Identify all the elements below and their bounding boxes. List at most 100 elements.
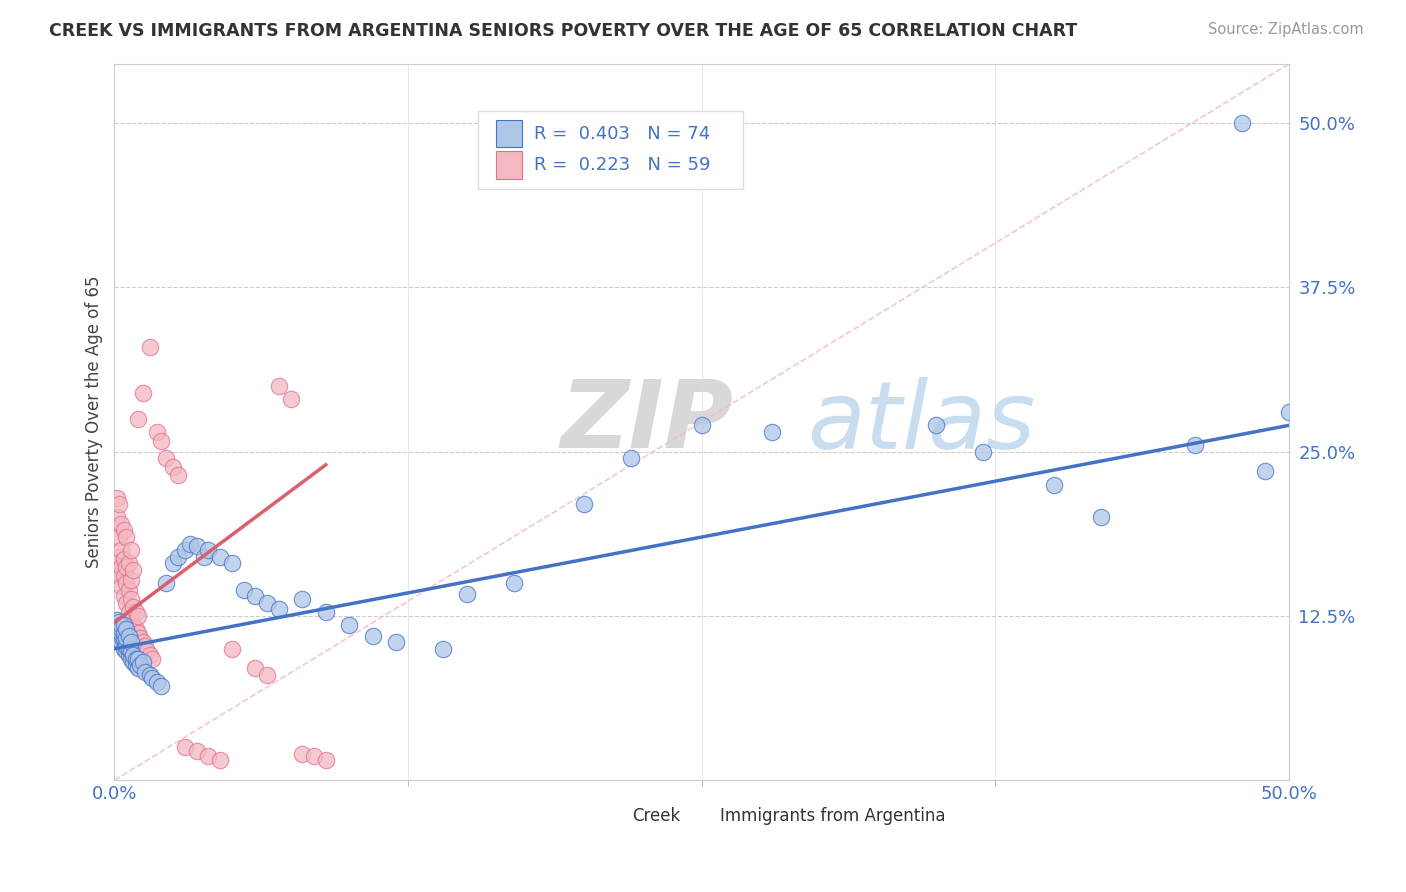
Point xyxy=(124,622,146,636)
Text: R =  0.223   N = 59: R = 0.223 N = 59 xyxy=(534,156,710,174)
Text: CREEK VS IMMIGRANTS FROM ARGENTINA SENIORS POVERTY OVER THE AGE OF 65 CORRELATIO: CREEK VS IMMIGRANTS FROM ARGENTINA SENIO… xyxy=(49,22,1077,40)
Point xyxy=(115,596,138,610)
Point xyxy=(131,655,153,669)
Point xyxy=(127,661,149,675)
Point xyxy=(315,605,337,619)
Point xyxy=(221,641,243,656)
Point xyxy=(620,451,643,466)
Point xyxy=(337,618,360,632)
Point xyxy=(197,749,219,764)
Point xyxy=(572,497,595,511)
Point xyxy=(385,635,408,649)
Point xyxy=(138,340,160,354)
Text: atlas: atlas xyxy=(807,376,1036,467)
Point xyxy=(256,668,278,682)
Point xyxy=(120,574,142,588)
Point xyxy=(502,576,524,591)
Point xyxy=(145,674,167,689)
Point xyxy=(115,632,138,646)
Point xyxy=(108,626,131,640)
Point xyxy=(110,618,132,632)
Point xyxy=(117,629,139,643)
Point xyxy=(120,652,142,666)
Point xyxy=(221,557,243,571)
Point xyxy=(155,451,177,466)
Point xyxy=(115,639,138,653)
Point xyxy=(136,644,159,658)
Point xyxy=(108,549,131,564)
Text: Creek: Creek xyxy=(633,807,681,825)
FancyBboxPatch shape xyxy=(496,120,522,147)
FancyBboxPatch shape xyxy=(496,152,522,178)
Point xyxy=(166,468,188,483)
Point xyxy=(105,618,128,632)
Point xyxy=(972,444,994,458)
Point xyxy=(117,605,139,619)
Point xyxy=(1230,116,1253,130)
Point xyxy=(302,749,325,764)
Point xyxy=(432,641,454,656)
Point xyxy=(120,635,142,649)
Point xyxy=(108,530,131,544)
Point xyxy=(112,569,135,583)
Point xyxy=(141,671,163,685)
Point xyxy=(122,648,145,663)
Point xyxy=(112,552,135,566)
Point xyxy=(108,569,131,583)
Point xyxy=(110,579,132,593)
Text: Source: ZipAtlas.com: Source: ZipAtlas.com xyxy=(1208,22,1364,37)
Point xyxy=(110,560,132,574)
Y-axis label: Seniors Poverty Over the Age of 65: Seniors Poverty Over the Age of 65 xyxy=(86,276,103,568)
Point xyxy=(110,516,132,531)
Point xyxy=(245,661,267,675)
Point xyxy=(162,557,184,571)
Point xyxy=(162,460,184,475)
Point xyxy=(138,648,160,663)
Point xyxy=(141,652,163,666)
Point xyxy=(120,543,142,558)
Point xyxy=(925,418,948,433)
Point xyxy=(150,679,173,693)
Point xyxy=(112,632,135,646)
Point xyxy=(112,641,135,656)
FancyBboxPatch shape xyxy=(602,805,623,827)
Point xyxy=(115,622,138,636)
Point xyxy=(173,543,195,558)
Point xyxy=(108,632,131,646)
Point xyxy=(110,635,132,649)
Point xyxy=(1043,477,1066,491)
Point xyxy=(127,652,149,666)
Point xyxy=(361,629,384,643)
Point xyxy=(124,657,146,672)
Point xyxy=(115,560,138,574)
Point xyxy=(291,747,314,761)
Point xyxy=(134,665,156,680)
Point xyxy=(280,392,302,406)
Point xyxy=(120,591,142,606)
Point xyxy=(105,510,128,524)
FancyBboxPatch shape xyxy=(478,111,742,189)
Point xyxy=(131,385,153,400)
Point xyxy=(108,615,131,630)
Point xyxy=(315,753,337,767)
Point xyxy=(150,434,173,449)
Point xyxy=(115,644,138,658)
Point xyxy=(690,418,713,433)
Point xyxy=(110,543,132,558)
Point xyxy=(131,635,153,649)
Point xyxy=(112,626,135,640)
Point xyxy=(105,622,128,636)
Point xyxy=(127,412,149,426)
Text: ZIP: ZIP xyxy=(561,376,734,468)
Point xyxy=(761,425,783,439)
Point xyxy=(105,613,128,627)
Point xyxy=(232,582,254,597)
Point xyxy=(124,652,146,666)
Point xyxy=(186,744,208,758)
Point xyxy=(186,539,208,553)
Point xyxy=(193,549,215,564)
Point xyxy=(110,626,132,640)
Point xyxy=(209,753,232,767)
Point xyxy=(112,589,135,603)
Point xyxy=(256,596,278,610)
